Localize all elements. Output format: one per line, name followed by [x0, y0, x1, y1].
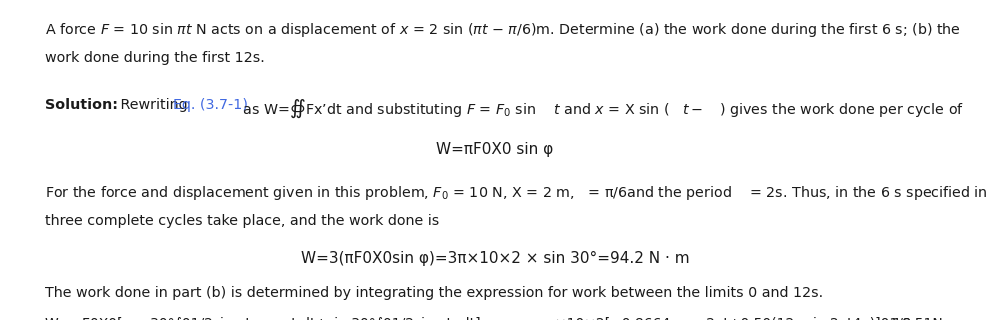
- Text: three complete cycles take place, and the work done is: three complete cycles take place, and th…: [45, 214, 439, 228]
- Text: =π×10×2[−0.8664πcos 2πt+0.50(12−sin 2πt4π)]01/2: =π×10×2[−0.8664πcos 2πt+0.50(12−sin 2πt4…: [535, 317, 911, 320]
- Text: Eq. (3.7-1): Eq. (3.7-1): [173, 98, 248, 112]
- Text: =16.51N·m: =16.51N·m: [881, 317, 960, 320]
- Text: W=πF0X0 sin φ: W=πF0X0 sin φ: [437, 142, 553, 157]
- Text: Solution:: Solution:: [45, 98, 118, 112]
- Text: work done during the first 12s.: work done during the first 12s.: [45, 51, 264, 65]
- Text: Rewriting: Rewriting: [116, 98, 192, 112]
- Text: The work done in part (b) is determined by integrating the expression for work b: The work done in part (b) is determined …: [45, 286, 823, 300]
- Text: A force $F$ = 10 sin $\pi t$ N acts on a displacement of $x$ = 2 sin ($\pi t$ − : A force $F$ = 10 sin $\pi t$ N acts on a…: [45, 21, 960, 39]
- Text: W=ωF0X0[cos 30°∫01/2sin πt cos πt dt+sin 30°∫01/2sin πt  dt]: W=ωF0X0[cos 30°∫01/2sin πt cos πt dt+sin…: [45, 317, 480, 320]
- Text: W=3(πF0X0sin φ)=3π×10×2 × sin 30°=94.2 N · m: W=3(πF0X0sin φ)=3π×10×2 × sin 30°=94.2 N…: [301, 251, 689, 266]
- Text: as W=∯Fxʼdt and substituting $F$ = $F_0$ sin    $t$ and $x$ = X sin (   $t-$   ): as W=∯Fxʼdt and substituting $F$ = $F_0$…: [238, 98, 963, 120]
- Text: For the force and displacement given in this problem, $F_0$ = 10 N, X = 2 m,   =: For the force and displacement given in …: [45, 184, 990, 202]
